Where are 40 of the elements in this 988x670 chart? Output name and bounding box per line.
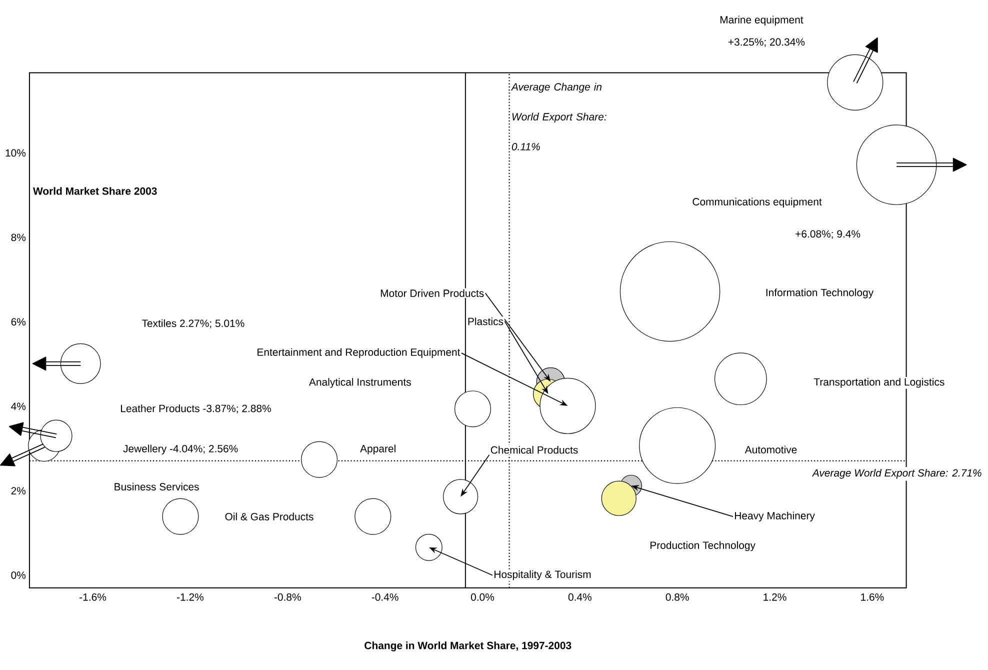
x-tick-label: 1.6% bbox=[861, 594, 884, 602]
annotation: Oil & Gas Products bbox=[225, 512, 314, 521]
x-axis-title: Change in World Market Share, 1997-2003 bbox=[364, 642, 572, 652]
annotation: Jewellery -4.04%; 2.56% bbox=[123, 444, 238, 455]
annotation: Entertainment and Reproduction Equipment bbox=[258, 348, 460, 358]
annotation: Textiles 2.27%; 5.01% bbox=[142, 320, 244, 328]
annotation: Chemical Products bbox=[490, 446, 578, 454]
annotation: +6.08%; 9.4% bbox=[796, 230, 860, 240]
x-tick-label: 0.8% bbox=[666, 594, 689, 602]
y-tick-label: 10% bbox=[6, 149, 26, 157]
annotation: Analytical Instruments bbox=[309, 378, 411, 388]
annotation: Motor Driven Products bbox=[380, 290, 484, 298]
x-tick-label: 0.0% bbox=[470, 594, 494, 602]
x-tick-label: -0.4% bbox=[372, 594, 398, 602]
y-tick-label: 8% bbox=[11, 234, 26, 242]
annotation: Automotive bbox=[744, 446, 797, 454]
x-tick-label: -0.8% bbox=[274, 594, 301, 602]
annotation: Communications equipment bbox=[692, 198, 822, 208]
annotation: Heavy Machinery bbox=[734, 512, 815, 522]
annotation: Plastics bbox=[468, 318, 504, 326]
y-tick-label: 4% bbox=[11, 402, 26, 410]
x-tick-label: 1.2% bbox=[764, 594, 786, 601]
annotation: Hospitality & Tourism bbox=[494, 570, 591, 580]
y-tick-label: 2% bbox=[11, 487, 26, 495]
x-tick-label: 0.4% bbox=[568, 594, 592, 602]
annotation: Business Services bbox=[114, 482, 199, 491]
ref-line-label: Average World Export Share: 2.71% bbox=[812, 469, 982, 479]
text: Average Change in World Export Share: 0.11% bbox=[510, 83, 606, 151]
text: +3.25%; 20.34% bbox=[728, 38, 805, 48]
annotation: Information Technology bbox=[766, 288, 874, 299]
text: Marine equipment bbox=[720, 16, 804, 26]
x-tick-label: -1.2% bbox=[177, 594, 204, 601]
x-tick-label: -1.6% bbox=[80, 594, 106, 602]
annotation: Leather Products -3.87%; 2.88% bbox=[121, 404, 271, 414]
annotation: Production Technology bbox=[650, 542, 756, 552]
annotation: Apparel bbox=[360, 444, 396, 455]
y-tick-label: 6% bbox=[11, 318, 26, 326]
y-tick-label: 0% bbox=[11, 572, 26, 580]
annotation: Transportation and Logistics bbox=[814, 378, 944, 388]
y-axis-title: World Market Share 2003 bbox=[32, 187, 157, 196]
